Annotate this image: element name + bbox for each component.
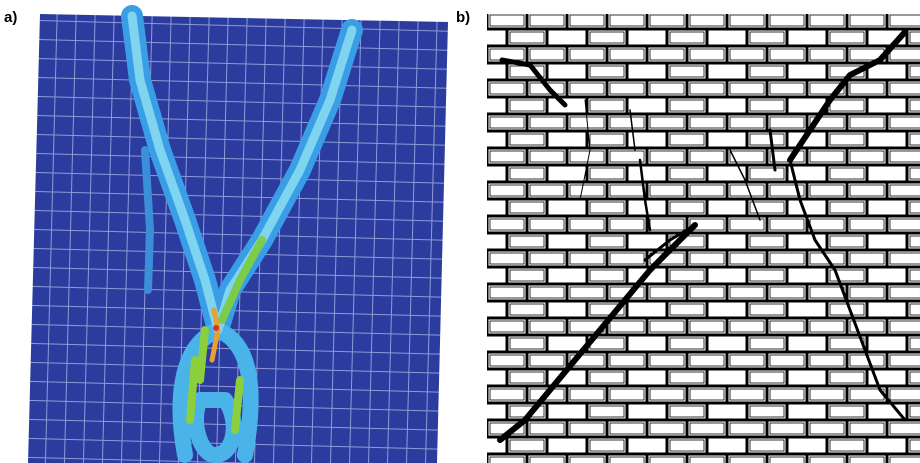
brick-wall [487,12,920,463]
masonry-panel [487,8,920,463]
panel-label: b) [456,9,470,26]
wall-top [487,8,920,14]
panel-label: a) [4,9,17,26]
fem-panel [28,14,448,463]
figure: a) b) [0,0,920,463]
